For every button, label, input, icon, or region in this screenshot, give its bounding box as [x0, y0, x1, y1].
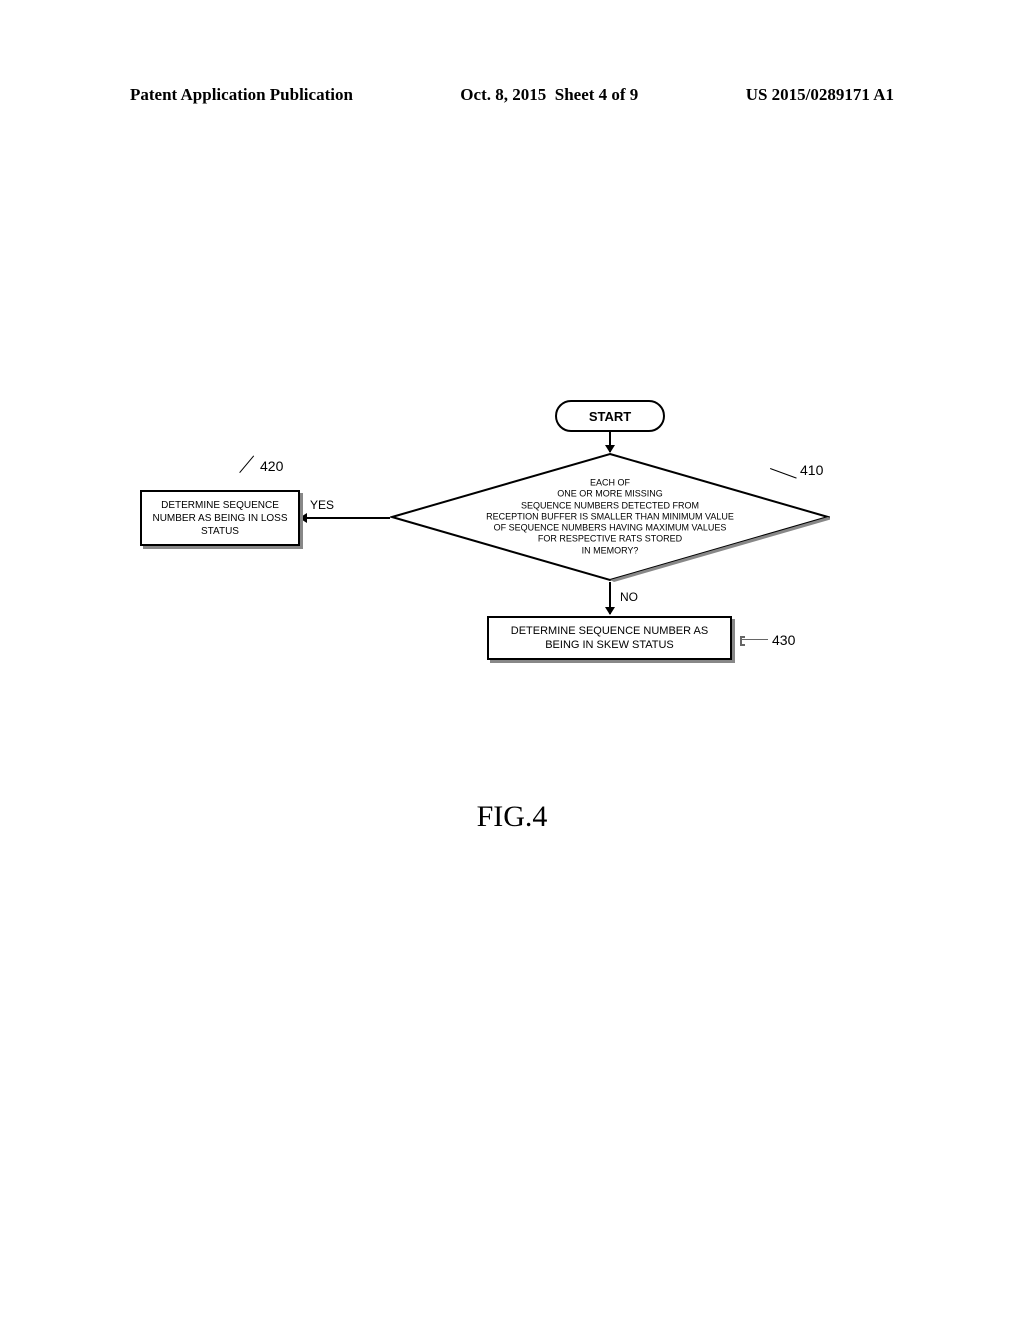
- ref-430-leader: [740, 639, 768, 640]
- loss-label: DETERMINE SEQUENCE NUMBER AS BEING IN LO…: [146, 499, 294, 538]
- header-date-sheet: Oct. 8, 2015 Sheet 4 of 9: [460, 85, 638, 105]
- ref-420-leader: [239, 456, 254, 473]
- ref-410-label: 410: [800, 462, 823, 478]
- arrow-no: [609, 582, 611, 614]
- ref-420-label: 420: [260, 458, 283, 474]
- no-label: NO: [620, 590, 638, 604]
- decision-text: EACH OFONE OR MORE MISSINGSEQUENCE NUMBE…: [440, 478, 780, 557]
- header-date: Oct. 8, 2015: [460, 85, 546, 104]
- figure-caption: FIG.4: [0, 800, 1024, 834]
- ref-430-label: 430: [772, 632, 795, 648]
- flowchart-diagram: START EACH OFONE OR MORE MISSINGSEQUENCE…: [0, 400, 1024, 720]
- arrow-yes: [300, 517, 390, 519]
- header-publication: Patent Application Publication: [130, 85, 353, 105]
- start-label: START: [589, 409, 631, 424]
- loss-process-node: DETERMINE SEQUENCE NUMBER AS BEING IN LO…: [140, 490, 300, 546]
- header-sheet: Sheet 4 of 9: [555, 85, 639, 104]
- skew-label: DETERMINE SEQUENCE NUMBER AS BEING IN SK…: [493, 624, 726, 653]
- start-terminator: START: [555, 400, 665, 432]
- skew-process-node: DETERMINE SEQUENCE NUMBER AS BEING IN SK…: [487, 616, 732, 660]
- page-header: Patent Application Publication Oct. 8, 2…: [0, 85, 1024, 105]
- header-patent-number: US 2015/0289171 A1: [746, 85, 894, 105]
- yes-label: YES: [310, 498, 334, 512]
- decision-node: EACH OFONE OR MORE MISSINGSEQUENCE NUMBE…: [390, 452, 830, 582]
- arrow-start-to-decision: [609, 432, 611, 452]
